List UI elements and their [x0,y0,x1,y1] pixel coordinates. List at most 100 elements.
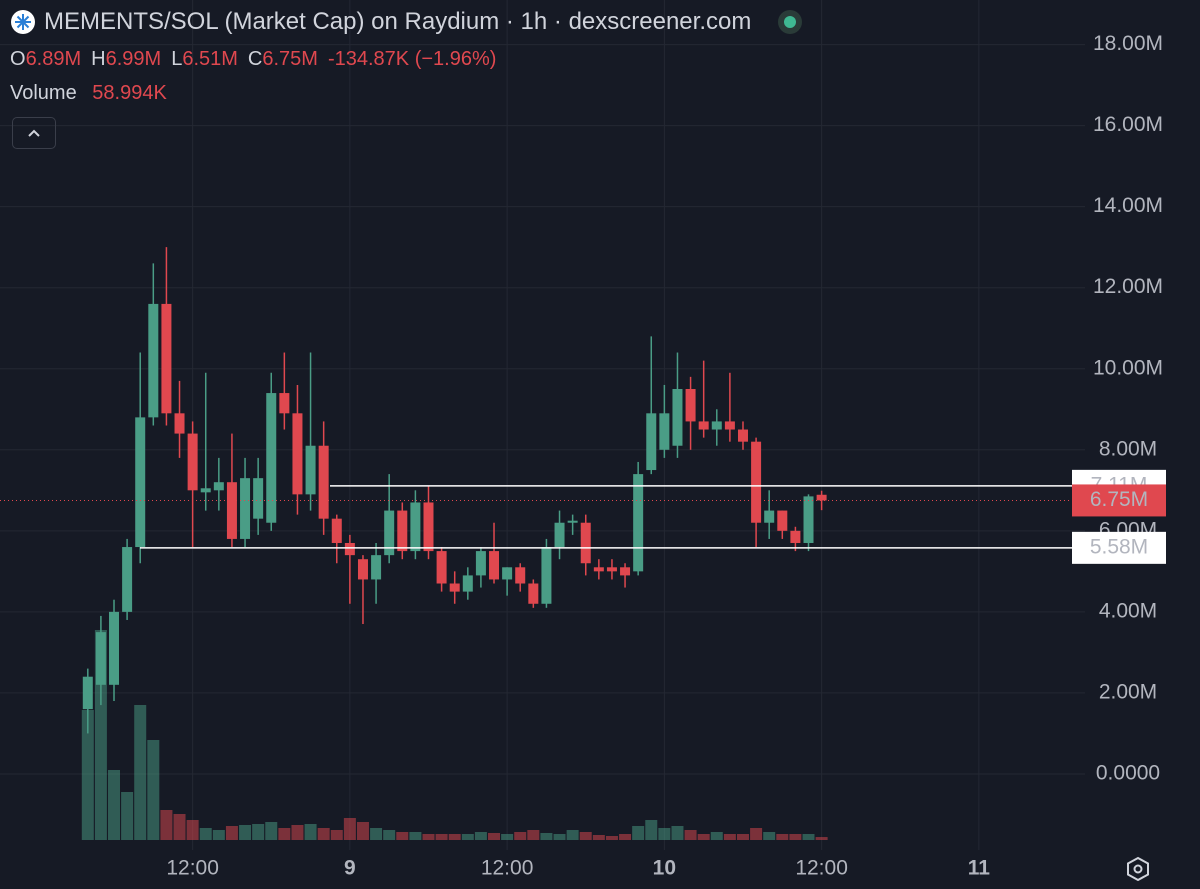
status-core [784,16,797,28]
candle-body [449,583,460,592]
candle-body [489,551,500,580]
volume-bar [304,824,317,840]
candle-body [423,502,434,552]
y-tick-label: 10.00M [1093,356,1163,379]
y-tick-label: 2.00M [1099,680,1157,703]
volume-bar [225,826,238,840]
volume-bar [330,830,343,840]
volume-bar [121,792,134,840]
plot [0,0,1085,850]
candle-body [371,555,382,580]
volume-bar [317,828,330,840]
volume-bar [409,832,422,840]
price-box [1072,484,1166,517]
icon-star [15,14,31,30]
candle-body [95,632,106,685]
collapse-button[interactable] [12,117,56,149]
candle-body [122,547,133,612]
volume-bar [501,834,514,840]
candle-body [502,567,513,580]
candle-body [580,522,591,564]
volume-bar [579,832,592,840]
candle-body [751,441,762,523]
volume-bar [488,833,501,840]
volume-bar [540,833,553,840]
candle-body [659,413,670,450]
volume-bar [370,828,383,840]
volume-bar [173,814,186,840]
candle-body [475,551,486,576]
volume-bar [750,828,763,840]
candle-body [187,433,198,491]
volume-bar [645,820,658,840]
candle-body [357,559,368,580]
candle-body [803,496,814,543]
volume-bar [566,830,579,840]
volume-bar [343,818,356,840]
x-tick-label: 12:00 [795,857,848,880]
gear-outline [1127,856,1149,882]
ohlc-key: L [171,48,183,70]
candle-body [410,502,421,552]
candle-body [567,520,578,523]
volume-bar [291,825,304,840]
candle-body [292,413,303,495]
volume-bar [619,834,632,840]
volume-bar [199,828,212,840]
volume-bar [723,834,736,840]
settings-icon[interactable] [1127,856,1149,882]
candle-body [633,474,644,572]
volume-bar [448,834,461,840]
volume-bar [81,710,94,840]
x-tick-label: 12:00 [166,857,219,880]
y-tick-label: 8.00M [1099,437,1157,460]
candle-body [253,478,264,519]
candle-body [279,393,290,414]
candle-body [777,510,788,531]
volume-bar [278,828,291,840]
price-label: 5.58M [1090,535,1148,558]
y-tick-label: 4.00M [1099,599,1157,622]
volume-bar [435,834,448,840]
volume-bar [592,835,605,840]
candle-body [515,567,526,584]
candle-body [620,567,631,576]
candle-body [606,567,617,572]
y-tick-label: 14.00M [1093,194,1163,217]
ohlc-value: 6.51M [182,48,238,70]
volume-bar [108,770,121,840]
candle-body [528,583,539,604]
candle-body [174,413,185,434]
volume-bar [147,740,160,840]
x-tick-label: 12:00 [481,857,534,880]
candle-body [436,551,447,584]
candle-body [135,417,146,548]
candle-body [331,518,342,543]
volume-bar [815,837,828,840]
candle-body [384,510,395,556]
ohlc-key: O [10,48,26,70]
x-tick-label: 11 [968,857,991,880]
volume-bar [474,832,487,840]
volume-bar [763,832,776,840]
candle-body [593,567,604,572]
candle-body [816,494,827,501]
candle-body [711,421,722,430]
volume-bar [212,830,225,840]
chevron [28,129,40,137]
candle-body [305,445,316,495]
candle-body [200,488,211,493]
candle-body [685,389,696,422]
volume-label: Volume [10,82,77,104]
candle-body [646,413,657,471]
ohlc-value: 6.75M [262,48,318,70]
change: -134.87K (−1.96%) [327,48,497,70]
volume-bar [186,820,199,840]
volume-bar [632,826,645,840]
volume-bar [710,832,723,840]
volume-bar [422,834,435,840]
volume-bar [789,834,802,840]
volume-bar [239,825,252,840]
ohlc-value: 6.99M [105,48,162,70]
